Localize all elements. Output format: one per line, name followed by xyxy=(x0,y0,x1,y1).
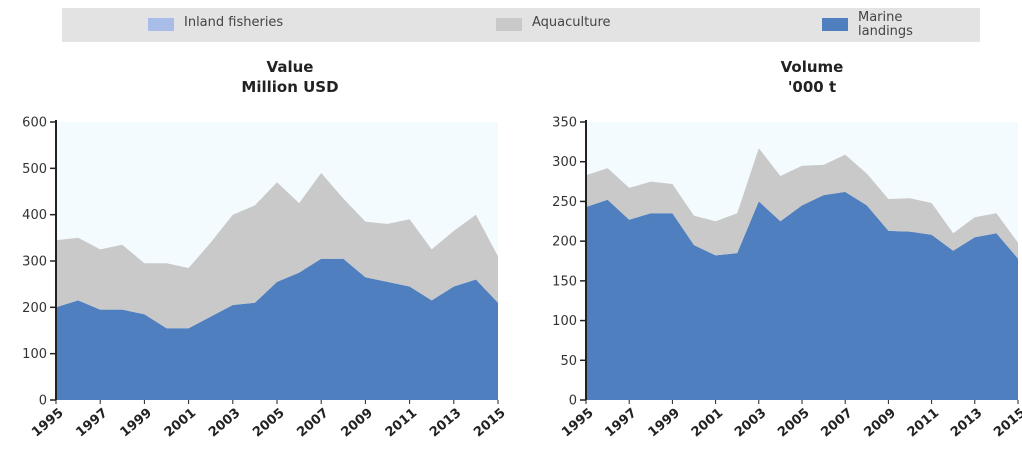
y-tick-label: 100 xyxy=(22,347,47,362)
y-tick-label: 300 xyxy=(552,155,577,170)
y-tick-label: 200 xyxy=(552,235,577,250)
x-tick-label: 2013 xyxy=(948,406,985,441)
x-tick-label: 2003 xyxy=(732,406,769,441)
x-tick-label: 2015 xyxy=(471,406,508,441)
y-tick-label: 0 xyxy=(39,394,47,409)
legend-swatch-marine-landings xyxy=(822,18,848,31)
y-tick-label: 50 xyxy=(560,354,577,369)
area-aquaculture xyxy=(586,148,1018,259)
y-tick-label: 0 xyxy=(569,394,577,409)
x-tick-label: 1997 xyxy=(73,406,110,441)
x-tick-label: 2015 xyxy=(991,406,1022,441)
y-tick-label: 100 xyxy=(552,314,577,329)
y-tick-label: 300 xyxy=(22,255,47,270)
area-marine-landings xyxy=(586,191,1018,400)
x-tick-label: 2009 xyxy=(862,406,899,441)
x-tick-label: 2009 xyxy=(339,406,376,441)
chart-subtitle: Million USD xyxy=(241,78,338,96)
y-tick-label: 400 xyxy=(22,208,47,223)
legend: Inland fisheries Aquaculture Marine land… xyxy=(62,8,980,42)
legend-label: Inland fisheries xyxy=(184,15,284,30)
area-marine-landings xyxy=(56,258,498,400)
x-tick-label: 2001 xyxy=(689,406,726,441)
x-tick-label: 2007 xyxy=(818,406,855,441)
x-tick-label: 1995 xyxy=(559,406,596,441)
x-tick-label: 2011 xyxy=(383,406,420,441)
y-tick-label: 350 xyxy=(552,116,577,131)
x-tick-label: 2007 xyxy=(294,406,331,441)
x-tick-label: 1999 xyxy=(646,406,683,441)
x-tick-label: 2011 xyxy=(905,406,942,441)
legend-label: Marine landings xyxy=(858,10,913,39)
legend-swatch-inland-fisheries xyxy=(148,18,174,31)
legend-swatch-aquaculture xyxy=(496,18,522,31)
chart-subtitle: '000 t xyxy=(788,78,836,96)
legend-label: Aquaculture xyxy=(532,15,611,30)
x-tick-label: 1997 xyxy=(602,406,639,441)
area-aquaculture xyxy=(56,173,498,329)
y-tick-label: 600 xyxy=(22,116,47,131)
x-tick-label: 1995 xyxy=(29,406,66,441)
x-tick-label: 2001 xyxy=(162,406,199,441)
x-tick-label: 2003 xyxy=(206,406,243,441)
y-tick-label: 150 xyxy=(552,274,577,289)
y-tick-label: 500 xyxy=(22,162,47,177)
chart-title: Value xyxy=(267,58,314,76)
x-tick-label: 1999 xyxy=(118,406,155,441)
chart-title: Volume xyxy=(781,58,844,76)
y-tick-label: 250 xyxy=(552,195,577,210)
x-tick-label: 2013 xyxy=(427,406,464,441)
y-tick-label: 200 xyxy=(22,301,47,316)
x-tick-label: 2005 xyxy=(775,406,812,441)
x-tick-label: 2005 xyxy=(250,406,287,441)
